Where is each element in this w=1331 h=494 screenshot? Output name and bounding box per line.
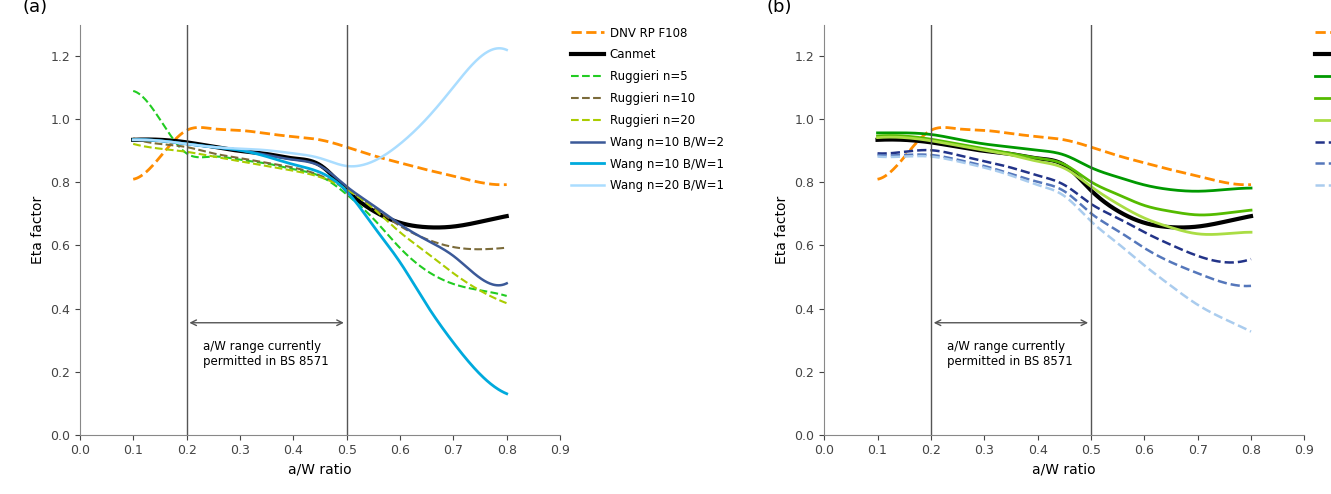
Y-axis label: Eta factor: Eta factor [31, 196, 44, 264]
Text: a/W range currently
permitted in BS 8571: a/W range currently permitted in BS 8571 [946, 340, 1073, 368]
Text: (b): (b) [767, 0, 792, 16]
X-axis label: a/W ratio: a/W ratio [287, 463, 351, 477]
Text: a/W range currently
permitted in BS 8571: a/W range currently permitted in BS 8571 [202, 340, 329, 368]
X-axis label: a/W ratio: a/W ratio [1033, 463, 1097, 477]
Legend: DNV RP F108, Canmet, Ruggieri n=5, Ruggieri n=10, Ruggieri n=20, Wang n=10 B/W=2: DNV RP F108, Canmet, Ruggieri n=5, Ruggi… [571, 27, 724, 193]
Legend: DNV RP F108, Canmet, Moreira (assuming no weld), Moreira (My=1.3 & 2h=6mm), More: DNV RP F108, Canmet, Moreira (assuming n… [1315, 27, 1331, 193]
Y-axis label: Eta factor: Eta factor [775, 196, 789, 264]
Text: (a): (a) [23, 0, 48, 16]
